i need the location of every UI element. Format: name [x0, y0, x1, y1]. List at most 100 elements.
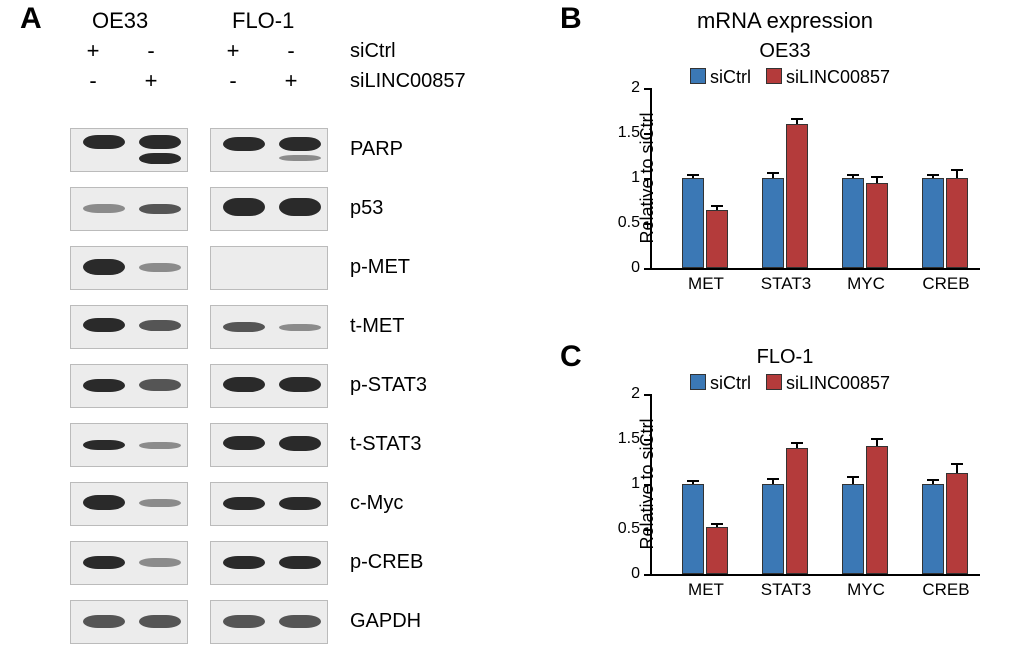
- x-category-label: CREB: [906, 274, 986, 294]
- blot-band: [83, 259, 125, 275]
- blot-band: [139, 135, 181, 149]
- panel-c-subtitle: FLO-1: [570, 346, 1000, 369]
- bar: [786, 124, 808, 268]
- blot-label-p-met: p-MET: [350, 256, 410, 279]
- error-bar: [762, 480, 784, 484]
- bar: [786, 448, 808, 574]
- bar: [762, 178, 784, 268]
- blot-band: [139, 204, 181, 214]
- panel-c-plot: Relative to siCtrl 00.511.52METSTAT3MYCC…: [650, 394, 980, 576]
- error-bar: [682, 482, 704, 484]
- blot-band: [139, 499, 181, 507]
- legend-swatch-silinc: [766, 68, 782, 84]
- blot-band: [83, 556, 125, 569]
- bar: [946, 473, 968, 574]
- blot-cell: [70, 187, 188, 231]
- figure-root: A OE33 FLO-1 + - - + + - - + siCtrl siLI…: [0, 0, 1020, 662]
- blot-band: [139, 379, 181, 391]
- charts-title: mRNA expression: [570, 8, 1000, 34]
- blot-band: [279, 155, 321, 161]
- y-tick: [644, 394, 652, 396]
- y-tick: [644, 268, 652, 270]
- pm-oe33-silinc-plus: +: [136, 68, 166, 94]
- blot-cell: [70, 482, 188, 526]
- blot-band: [83, 204, 125, 213]
- blot-band: [83, 615, 125, 628]
- legend-swatch-sictrl: [690, 374, 706, 390]
- pm-oe33-sictrl-minus: -: [136, 38, 166, 64]
- blot-band: [223, 322, 265, 332]
- error-bar: [706, 207, 728, 210]
- blot-band: [83, 440, 125, 450]
- x-category-label: STAT3: [746, 580, 826, 600]
- x-category-label: MYC: [826, 274, 906, 294]
- blot-band: [139, 263, 181, 272]
- pm-flo1-silinc-minus: -: [218, 68, 248, 94]
- blot-label-p-stat3: p-STAT3: [350, 374, 427, 397]
- bar: [762, 484, 784, 574]
- legend-label-sictrl: siCtrl: [710, 67, 751, 87]
- x-category-label: STAT3: [746, 274, 826, 294]
- bars-wrap: [652, 394, 980, 574]
- blot-band: [279, 137, 321, 151]
- blot-band: [279, 497, 321, 510]
- panel-b-plot: Relative to siCtrl 00.511.52METSTAT3MYCC…: [650, 88, 980, 270]
- blot-label-t-stat3: t-STAT3: [350, 433, 421, 456]
- blot-band: [139, 615, 181, 628]
- error-bar: [786, 120, 808, 125]
- blot-cell: [210, 600, 328, 644]
- error-bar: [842, 176, 864, 178]
- x-category-label: MET: [666, 580, 746, 600]
- blot-band: [83, 318, 125, 332]
- blot-cell: [70, 423, 188, 467]
- y-tick-label: 1: [631, 475, 640, 493]
- blot-band: [139, 442, 181, 449]
- blot-band: [279, 615, 321, 628]
- bar: [922, 178, 944, 268]
- bar: [706, 527, 728, 574]
- y-tick: [644, 133, 652, 135]
- blot-band: [83, 495, 125, 510]
- y-tick-label: 1: [631, 169, 640, 187]
- treatment-silinc-label: siLINC00857: [350, 70, 466, 93]
- y-tick: [644, 574, 652, 576]
- y-tick: [644, 529, 652, 531]
- y-tick-label: 0: [631, 565, 640, 583]
- blot-band: [83, 379, 125, 392]
- error-bar: [866, 440, 888, 446]
- blot-band: [279, 198, 321, 216]
- cellline-oe33: OE33: [92, 8, 148, 34]
- bar: [922, 484, 944, 574]
- pm-flo1-silinc-plus: +: [276, 68, 306, 94]
- blot-cell: [70, 541, 188, 585]
- blot-label-t-met: t-MET: [350, 315, 404, 338]
- bar: [682, 178, 704, 268]
- blot-cell: [70, 600, 188, 644]
- error-bar: [946, 465, 968, 473]
- blot-cell: [70, 305, 188, 349]
- error-bar: [946, 171, 968, 178]
- blot-band: [279, 436, 321, 451]
- y-tick-label: 0.5: [618, 214, 640, 232]
- blot-cell: [210, 305, 328, 349]
- blot-cell: [210, 364, 328, 408]
- panel-b-chart: mRNA expression OE33 siCtrl siLINC00857 …: [570, 8, 1000, 270]
- y-tick-label: 1.5: [618, 124, 640, 142]
- y-tick-label: 0: [631, 259, 640, 277]
- blot-label-parp: PARP: [350, 138, 403, 161]
- blot-band: [223, 198, 265, 216]
- bar: [842, 178, 864, 268]
- blot-cell: [210, 128, 328, 172]
- blot-cell: [210, 541, 328, 585]
- error-bar: [842, 478, 864, 484]
- y-tick: [644, 178, 652, 180]
- pm-oe33-sictrl-plus: +: [78, 38, 108, 64]
- blot-cell: [210, 423, 328, 467]
- blot-label-c-myc: c-Myc: [350, 492, 403, 515]
- y-tick: [644, 88, 652, 90]
- blot-band: [279, 324, 321, 331]
- bar: [842, 484, 864, 574]
- error-bar: [866, 178, 888, 183]
- bar: [682, 484, 704, 574]
- bars-wrap: [652, 88, 980, 268]
